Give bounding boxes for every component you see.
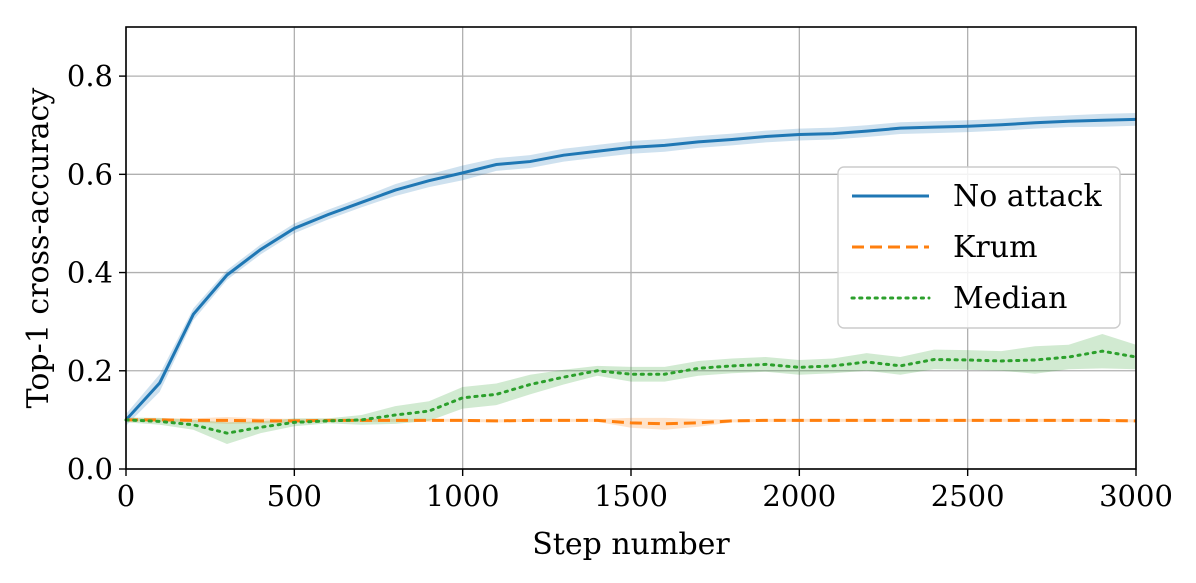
x-tick-label: 2000	[762, 479, 836, 513]
legend-label-no-attack: No attack	[953, 179, 1103, 214]
axis-ticks: 0 500 1000 1500 2000 2500 3000 0.0 0.2 0.4 0.6 0.8	[67, 59, 1173, 513]
legend-label-krum: Krum	[953, 230, 1038, 265]
legend-box	[837, 166, 1121, 329]
no-attack-band	[126, 112, 1136, 426]
x-tick-label: 2500	[931, 479, 1005, 513]
y-tick-label: 0.0	[67, 452, 113, 486]
median-line	[124, 349, 1138, 435]
y-tick-label: 0.4	[67, 256, 113, 290]
y-tick-label: 0.2	[67, 354, 113, 388]
x-axis-label: Step number	[532, 527, 730, 562]
y-tick-label: 0.6	[67, 157, 113, 191]
x-tick-label: 500	[267, 479, 322, 513]
legend: No attack Krum Median	[837, 166, 1121, 329]
legend-label-median: Median	[953, 281, 1067, 316]
x-tick-label: 3000	[1099, 479, 1173, 513]
x-tick-label: 1000	[426, 479, 500, 513]
y-tick-label: 0.8	[67, 59, 113, 93]
series-lines	[124, 117, 1138, 435]
x-tick-label: 1500	[594, 479, 668, 513]
no-attack-line	[124, 117, 1137, 421]
x-tick-label: 0	[117, 479, 135, 513]
y-axis-label: Top-1 cross-accuracy	[21, 88, 56, 409]
